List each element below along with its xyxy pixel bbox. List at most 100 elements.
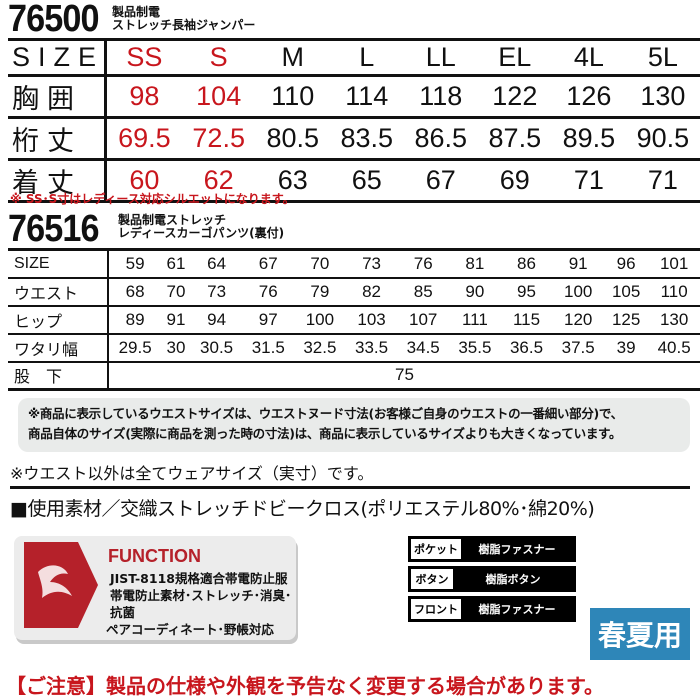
cell: 71 [625, 159, 700, 203]
function-line: 帯電防止素材･ストレッチ･消臭･抗菌 [110, 588, 292, 620]
cell: 103 [345, 305, 398, 335]
jacket-name-line2: ストレッチ長袖ジャンパー [112, 18, 256, 32]
waist-note-line2: 商品自体のサイズ(実際に商品を測った時の寸法)は、商品に表示しているサイズよりも… [28, 426, 622, 441]
table-row: 股 下 75 [8, 361, 700, 391]
row-label: ヒップ [8, 305, 109, 335]
row-label: 胸囲 [8, 75, 108, 119]
row-label: 股 下 [8, 361, 109, 391]
row-label: 着丈 [8, 159, 108, 203]
table-row: ヒップ 89 91 94 97 100 103 107 111 115 120 125 130 [8, 305, 700, 335]
table-row: ウエスト 68 70 73 76 79 82 85 90 95 100 105 110 [8, 277, 700, 307]
spec-value: 樹脂ファスナー [478, 603, 556, 616]
waist-note-box: ※商品に表示しているウエストサイズは、ウエストヌード寸法(お客様ご自身のウエスト… [18, 398, 690, 452]
cell: 61 [161, 248, 191, 279]
cell: 76 [397, 248, 450, 279]
cell: 71 [551, 159, 626, 203]
cell: 64 [190, 248, 243, 279]
cell: 60 [105, 159, 182, 203]
cell: 91 [552, 248, 604, 279]
spec-value: 樹脂ファスナー [478, 543, 556, 556]
cell: 62 [181, 159, 256, 203]
table-row: ワタリ幅 29.5 30 30.5 31.5 32.5 33.5 34.5 35.5 36.5 37… [8, 333, 700, 363]
function-box: FUNCTION JIST-8118規格適合帯電防止服 帯電防止素材･ストレッチ… [14, 536, 296, 640]
cell: 69 [477, 159, 552, 203]
row-label: 桁丈 [8, 117, 108, 161]
cell: 72.5 [181, 117, 256, 161]
cell: SS [105, 38, 182, 77]
spec-key: フロント [411, 599, 461, 619]
pants-name: 製品制電ストレッチ レディースカーゴパンツ(裏付) [118, 214, 284, 240]
cell: 35.5 [449, 333, 501, 363]
cell: 83.5 [329, 117, 404, 161]
cell: 105 [604, 277, 649, 307]
cell: 90.5 [625, 117, 700, 161]
cell: 36.5 [500, 333, 553, 363]
cell: 107 [397, 305, 450, 335]
cell: 85 [397, 277, 450, 307]
cell: 80.5 [255, 117, 330, 161]
cell: 89.5 [551, 117, 626, 161]
cell: 100 [552, 277, 604, 307]
caution: 【ご注意】製品の仕様や外観を予告なく変更する場合があります。 [6, 674, 604, 698]
spec-pocket: ポケット 樹脂ファスナー [408, 536, 576, 562]
cell: 33.5 [345, 333, 398, 363]
cell: 115 [500, 305, 553, 335]
cell: 125 [604, 305, 649, 335]
cell: 86 [500, 248, 553, 279]
cell: 101 [648, 248, 700, 279]
cell: 67 [242, 248, 295, 279]
cell: 70 [294, 248, 346, 279]
function-title: FUNCTION [108, 546, 201, 566]
cell: 126 [551, 75, 626, 119]
spec-front: フロント 樹脂ファスナー [408, 596, 576, 622]
pants-name-line1: 製品制電ストレッチ [118, 213, 227, 227]
cell: 111 [449, 305, 501, 335]
cell: 98 [105, 75, 182, 119]
season-badge: 春夏用 [590, 608, 690, 660]
cell: 59 [108, 248, 162, 279]
cell: 81 [449, 248, 501, 279]
cell: 68 [108, 277, 162, 307]
cell: 110 [255, 75, 330, 119]
cell: 5L [625, 38, 700, 77]
spec-key: ボタン [411, 569, 453, 589]
cell: 79 [294, 277, 346, 307]
cell: 34.5 [397, 333, 450, 363]
cell: 130 [625, 75, 700, 119]
cell: 63 [255, 159, 330, 203]
cell: 40.5 [648, 333, 700, 363]
cell: 95 [500, 277, 553, 307]
row-label: SIZE [8, 248, 109, 279]
cell: M [255, 38, 330, 77]
table-row: SIZE 59 61 64 67 70 73 76 81 86 91 96 101 [8, 248, 700, 279]
cell: 31.5 [242, 333, 295, 363]
spec-key: ポケット [411, 539, 461, 559]
pants-name-line2: レディースカーゴパンツ(裏付) [118, 226, 285, 240]
cell: 75 [108, 361, 700, 391]
function-line: ペアコーディネート･野帳対応 [106, 622, 274, 637]
dragon-logo-icon [24, 542, 98, 628]
cell: 118 [403, 75, 478, 119]
row-label: ウエスト [8, 277, 109, 307]
material: ■使用素材／交織ストレッチドビークロス(ポリエステル80%･綿20%) [10, 498, 595, 520]
cell: 90 [449, 277, 501, 307]
cell: 73 [345, 248, 398, 279]
cell: 30.5 [190, 333, 243, 363]
jacket-code: 76500 [8, 0, 100, 40]
cell: 73 [190, 277, 243, 307]
jacket-size-table: SIZE SS S M L LL EL 4L 5L 胸囲 98 104 110 114 118 122 126 1… [8, 38, 700, 203]
jacket-name: 製品制電 ストレッチ長袖ジャンパー [112, 6, 255, 32]
cell: 91 [161, 305, 191, 335]
cell: 110 [648, 277, 700, 307]
pants-size-table: SIZE 59 61 64 67 70 73 76 81 86 91 96 101 ウエスト 68 70 73 7… [8, 248, 700, 391]
cell: 69.5 [105, 117, 182, 161]
table-row: 桁丈 69.5 72.5 80.5 83.5 86.5 87.5 89.5 90.5 [8, 117, 700, 161]
cell: 114 [329, 75, 404, 119]
row-label: SIZE [8, 38, 108, 77]
function-line: JIST-8118規格適合帯電防止服 [110, 571, 288, 586]
spec-button: ボタン 樹脂ボタン [408, 566, 576, 592]
cell: 76 [242, 277, 295, 307]
waist-note-line1: ※商品に表示しているウエストサイズは、ウエストヌード寸法(お客様ご自身のウエスト… [28, 406, 623, 421]
table-row: 着丈 60 62 63 65 67 69 71 71 [8, 159, 700, 203]
cell: EL [477, 38, 552, 77]
